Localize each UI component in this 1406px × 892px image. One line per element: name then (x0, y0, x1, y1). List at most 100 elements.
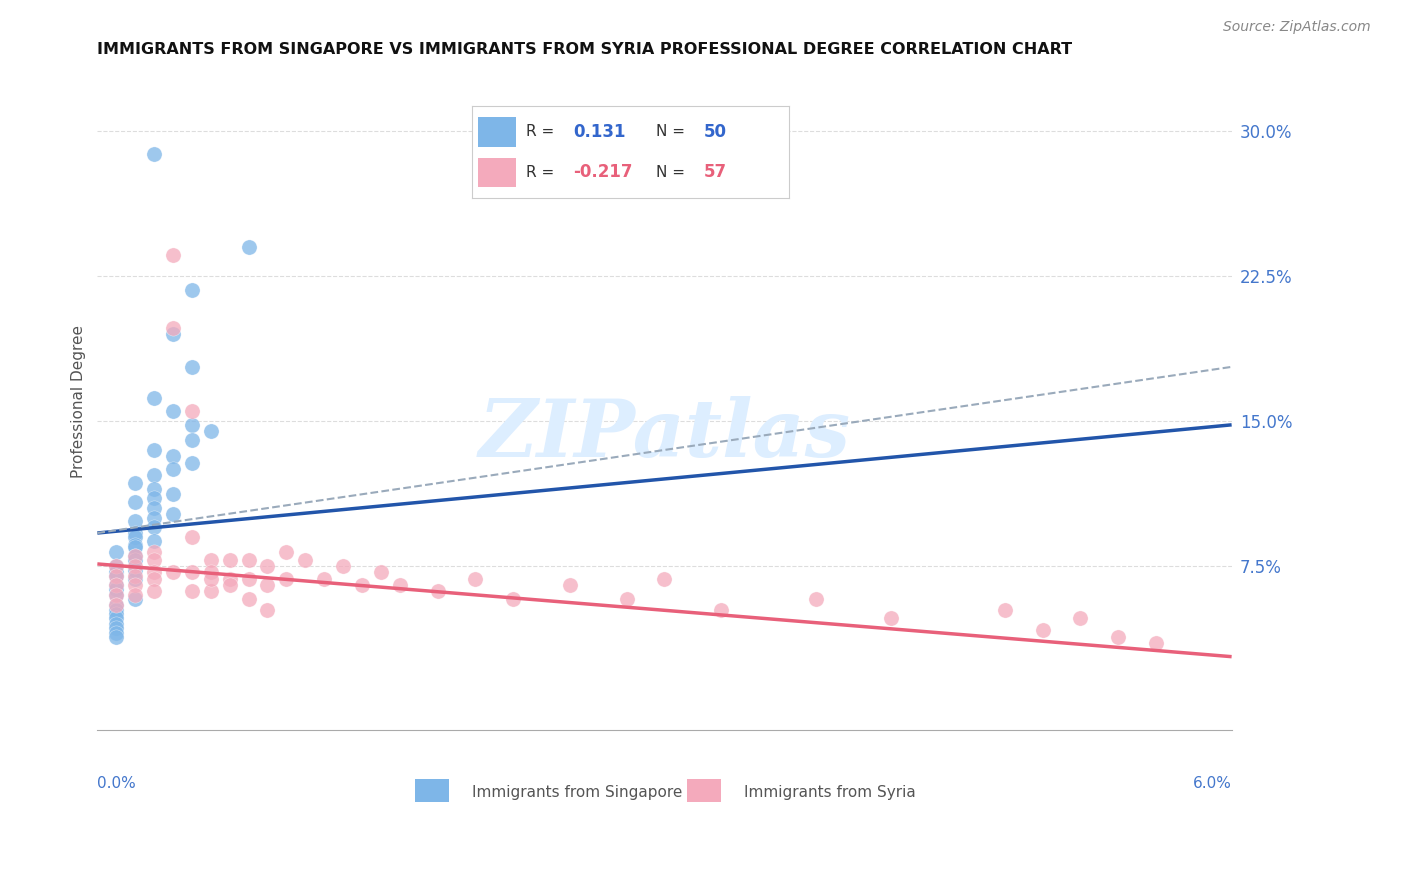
Point (105, 558, 128, 573)
Point (143, 565, 166, 579)
Point (143, 533, 166, 548)
Point (143, 545, 166, 559)
Point (200, 553, 222, 567)
Point (464, 573, 486, 587)
Point (143, 147, 166, 161)
Point (994, 603, 1017, 617)
Point (558, 578, 581, 592)
Point (256, 603, 278, 617)
Point (105, 568, 128, 582)
Point (162, 404, 184, 418)
Text: 6.0%: 6.0% (1192, 776, 1232, 791)
Point (180, 530, 202, 544)
Point (200, 573, 222, 587)
Point (162, 462, 184, 476)
Point (124, 573, 146, 587)
Point (143, 584, 166, 599)
Point (238, 591, 260, 606)
Y-axis label: Professional Degree: Professional Degree (72, 326, 86, 478)
Point (350, 578, 373, 592)
Point (180, 565, 202, 579)
Point (218, 573, 240, 587)
Point (162, 507, 184, 521)
Point (105, 578, 128, 592)
Point (124, 526, 146, 541)
Point (332, 558, 354, 573)
Point (388, 578, 411, 592)
Point (105, 611, 128, 625)
Point (276, 573, 298, 587)
Point (124, 530, 146, 544)
Point (710, 603, 733, 617)
Point (654, 573, 676, 587)
Point (105, 545, 128, 559)
Point (105, 598, 128, 612)
Point (143, 520, 166, 534)
Point (200, 565, 222, 579)
Point (180, 434, 202, 448)
Point (105, 631, 128, 645)
Point (218, 578, 240, 592)
Point (124, 538, 146, 552)
Text: ZIPatlas: ZIPatlas (478, 396, 851, 474)
Point (162, 487, 184, 501)
Point (143, 391, 166, 405)
Text: Immigrants from Syria: Immigrants from Syria (744, 785, 915, 800)
Point (880, 611, 903, 625)
Point (124, 549, 146, 564)
Point (218, 553, 240, 567)
Point (256, 558, 278, 573)
Point (143, 442, 166, 457)
Point (180, 417, 202, 432)
Point (143, 573, 166, 587)
Point (105, 598, 128, 612)
Point (105, 588, 128, 602)
Point (124, 540, 146, 554)
Point (426, 584, 449, 599)
Point (162, 326, 184, 341)
Point (502, 591, 524, 606)
Text: 0.0%: 0.0% (97, 776, 136, 791)
Text: IMMIGRANTS FROM SINGAPORE VS IMMIGRANTS FROM SYRIA PROFESSIONAL DEGREE CORRELATI: IMMIGRANTS FROM SINGAPORE VS IMMIGRANTS … (97, 42, 1073, 57)
Point (124, 588, 146, 602)
Point (180, 457, 202, 471)
Point (162, 321, 184, 335)
Point (124, 475, 146, 490)
Point (143, 500, 166, 515)
Point (105, 603, 128, 617)
Point (105, 578, 128, 592)
Point (105, 588, 128, 602)
Point (314, 573, 336, 587)
Point (180, 404, 202, 418)
Point (1069, 611, 1091, 625)
Point (180, 359, 202, 374)
Point (105, 568, 128, 582)
Point (105, 621, 128, 635)
Point (162, 248, 184, 262)
Point (124, 558, 146, 573)
Point (804, 591, 827, 606)
Point (124, 591, 146, 606)
Point (162, 565, 184, 579)
Point (143, 510, 166, 524)
Point (294, 553, 316, 567)
Point (124, 495, 146, 509)
Point (124, 553, 146, 567)
Point (200, 584, 222, 599)
Point (124, 563, 146, 577)
Point (238, 573, 260, 587)
Point (616, 591, 638, 606)
Point (105, 558, 128, 573)
Point (105, 607, 128, 622)
Point (1032, 623, 1054, 637)
Point (105, 616, 128, 631)
Point (238, 240, 260, 254)
Point (124, 578, 146, 592)
Point (238, 553, 260, 567)
Point (124, 568, 146, 582)
Point (1107, 631, 1129, 645)
Point (143, 482, 166, 496)
Point (143, 468, 166, 483)
Point (180, 283, 202, 297)
Point (370, 565, 392, 579)
